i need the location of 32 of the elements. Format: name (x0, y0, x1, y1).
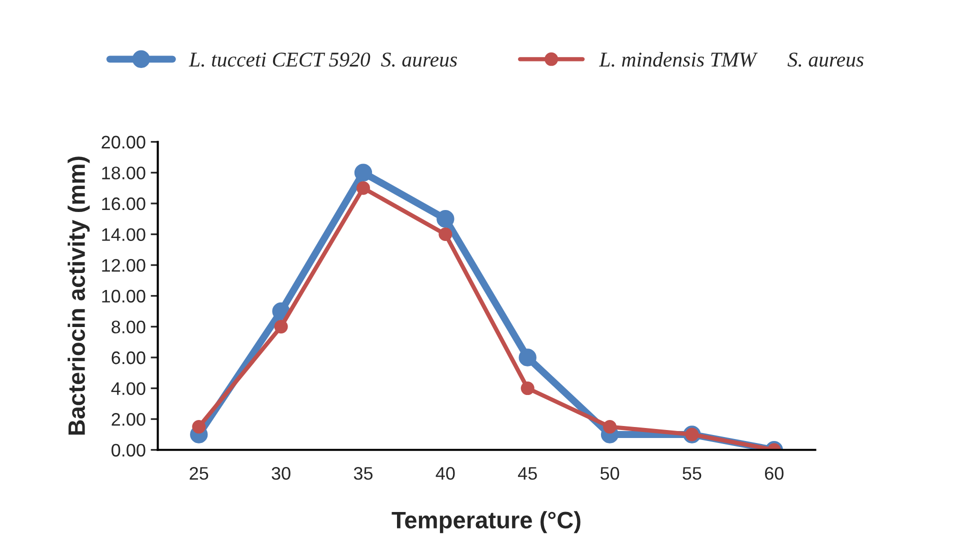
x-tick-label: 40 (436, 467, 455, 480)
point (356, 181, 370, 195)
legend-label: L. tucceti CECT 5920 S. aureus (188, 52, 457, 67)
y-tick-label: 14.00 (102, 228, 146, 241)
y-tick-label: 16.00 (102, 197, 146, 210)
x-tick-label: 60 (765, 467, 784, 480)
point (274, 320, 288, 334)
x-tick-label: 25 (190, 467, 208, 480)
y-tick-label: 6.00 (112, 351, 146, 364)
point (354, 164, 372, 182)
x-axis-title: Temperature (°C) (392, 511, 580, 534)
point (192, 420, 206, 434)
x-tick-label: 50 (600, 467, 620, 480)
x-tick-label: 30 (272, 467, 290, 480)
legend-label: L. mindensis TMW S. aureus (599, 52, 864, 67)
x-tick-label: 45 (518, 467, 537, 480)
y-tick-label: 2.00 (112, 413, 146, 426)
point (438, 228, 452, 242)
point (436, 210, 454, 228)
y-tick-label: 18.00 (102, 166, 146, 180)
y-tick-label: 4.00 (111, 382, 146, 395)
point (520, 382, 534, 396)
point (603, 420, 617, 434)
y-tick-label: 8.00 (112, 320, 146, 334)
y-tick-label: 20.00 (102, 136, 146, 149)
y-tick-label: 12.00 (102, 259, 146, 272)
y-tick-label: 10.00 (102, 290, 146, 303)
y-axis-title: Bacteriocin activity (mm) (68, 156, 90, 435)
x-tick-label: 35 (354, 467, 373, 480)
x-tick-label: 55 (682, 467, 702, 480)
point (518, 348, 536, 366)
y-tick-label: 0.00 (112, 444, 146, 457)
